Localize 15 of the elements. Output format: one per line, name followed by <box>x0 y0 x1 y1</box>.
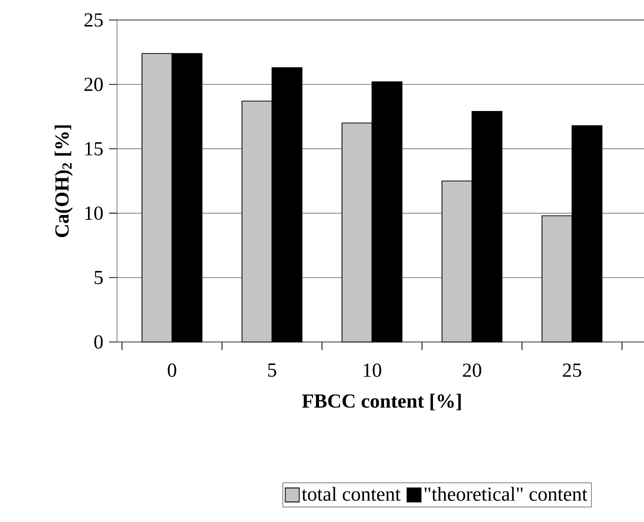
y-tick-label: 0 <box>94 335 103 349</box>
x-tick-label: 5 <box>268 364 276 377</box>
x-tick-label: 10 <box>364 364 382 377</box>
x-tick-label: 0 <box>168 364 176 377</box>
x-axis-title: FBCC content [%] <box>302 394 461 410</box>
legend-label: "theoretical" content <box>424 486 588 501</box>
y-tick-label: 25 <box>84 13 103 27</box>
y-tick-label: 20 <box>84 78 103 92</box>
y-tick-label: 5 <box>94 270 103 284</box>
y-tick-label: 15 <box>85 142 103 156</box>
y-tick-label: 10 <box>85 206 103 220</box>
legend-label: total content <box>302 486 401 501</box>
x-tick-label: 20 <box>462 364 482 377</box>
x-tick-label: 25 <box>562 364 582 377</box>
y-axis-title: Ca(OH)$_{2}$ [%] <box>54 125 73 238</box>
